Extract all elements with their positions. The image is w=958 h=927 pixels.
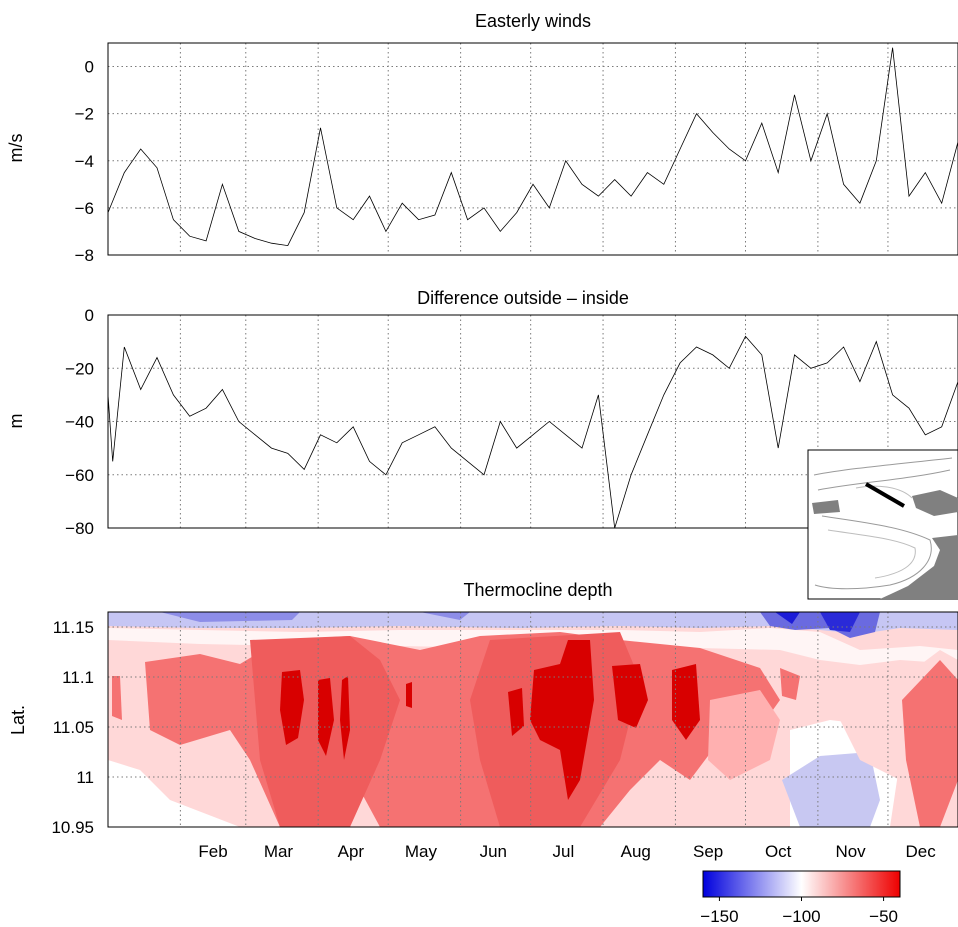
ytick-label: −20	[65, 359, 94, 378]
panel2-title: Difference outside – inside	[417, 288, 629, 308]
colorbar-tick-label: −150	[700, 907, 738, 926]
month-tick-label: Apr	[338, 842, 365, 861]
ytick-label: −6	[75, 199, 94, 218]
ytick-label: −2	[75, 105, 94, 124]
colorbar-gradient	[702, 870, 901, 898]
inset-land-west	[812, 500, 840, 514]
month-tick-label: Aug	[621, 842, 651, 861]
thermocline-heatmap	[108, 612, 958, 827]
ytick-label: −40	[65, 413, 94, 432]
ytick-label: −60	[65, 466, 94, 485]
inset-map	[807, 449, 958, 600]
panel1-title: Easterly winds	[475, 11, 591, 31]
lat-tick-label: 11	[76, 768, 94, 787]
panel-thermocline: Thermocline depth Lat.	[8, 580, 958, 861]
month-tick-label: Feb	[198, 842, 227, 861]
month-tick-label: Jun	[480, 842, 507, 861]
ytick-label: −80	[65, 519, 94, 538]
month-tick-label: Oct	[765, 842, 792, 861]
month-tick-label: Mar	[264, 842, 294, 861]
ytick-label: 0	[85, 58, 94, 77]
panel2-frame	[107, 314, 958, 529]
wind-series-line	[107, 47, 958, 247]
lat-tick-label: 11.1	[62, 668, 94, 687]
panel3-title: Thermocline depth	[463, 580, 612, 600]
inset-land-southeast	[880, 535, 958, 599]
panel1-frame	[107, 42, 958, 256]
ytick-label: 0	[85, 306, 94, 325]
month-tick-label: Jul	[552, 842, 574, 861]
ytick-label: −8	[75, 246, 94, 265]
lat-tick-label: 11.05	[53, 718, 94, 737]
panel2-ylabel: m	[6, 414, 26, 429]
lat-tick-label: 10.95	[51, 818, 94, 837]
month-tick-label: May	[405, 842, 438, 861]
panel-difference: Difference outside – inside m 0 −20 −40 −60…	[6, 288, 958, 538]
month-tick-label: Nov	[835, 842, 866, 861]
panel-easterly-winds: Easterly winds m/s 0 −2 −4 −6 −8	[6, 11, 958, 265]
colorbar-tick-label: −50	[869, 907, 898, 926]
month-tick-label: Dec	[906, 842, 937, 861]
ytick-label: −4	[75, 152, 94, 171]
inset-section-line	[864, 482, 906, 508]
colorbar-tick-label: −100	[782, 907, 820, 926]
panel3-frame	[107, 611, 958, 828]
difference-series-line	[107, 335, 958, 529]
panel1-ylabel: m/s	[6, 134, 26, 163]
month-tick-label: Sep	[693, 842, 723, 861]
inset-land-northeast	[912, 490, 958, 516]
panel3-ylabel: Lat.	[8, 705, 28, 735]
lat-tick-label: 11.15	[53, 618, 94, 637]
colorbar: −150 −100 −50	[700, 870, 901, 926]
